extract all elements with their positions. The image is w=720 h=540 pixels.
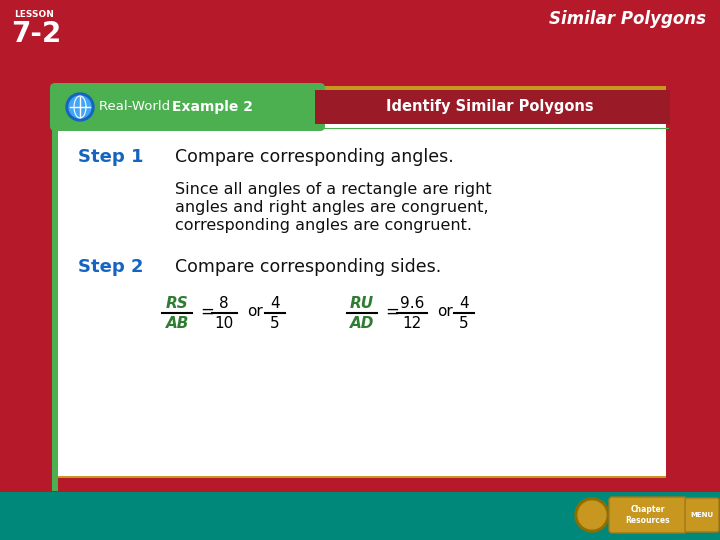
- Circle shape: [575, 498, 609, 532]
- Text: corresponding angles are congruent.: corresponding angles are congruent.: [175, 218, 472, 233]
- Text: AD: AD: [350, 316, 374, 331]
- Text: Compare corresponding sides.: Compare corresponding sides.: [175, 258, 441, 276]
- Text: Compare corresponding angles.: Compare corresponding angles.: [175, 148, 454, 166]
- Text: Identify Similar Polygons: Identify Similar Polygons: [386, 99, 594, 114]
- Bar: [52, 86, 58, 491]
- Circle shape: [66, 93, 94, 121]
- Text: 5: 5: [270, 316, 280, 331]
- FancyBboxPatch shape: [55, 98, 668, 476]
- Text: AB: AB: [166, 316, 189, 331]
- Text: 4: 4: [270, 296, 280, 311]
- Text: RS: RS: [166, 296, 189, 311]
- Text: =: =: [200, 303, 214, 321]
- Text: LESSON: LESSON: [14, 10, 54, 19]
- Text: Step 1: Step 1: [78, 148, 143, 166]
- Text: or: or: [247, 305, 263, 320]
- Bar: [666, 86, 672, 481]
- Text: 10: 10: [215, 316, 233, 331]
- Text: 5: 5: [459, 316, 469, 331]
- Text: MENU: MENU: [690, 512, 714, 518]
- FancyBboxPatch shape: [315, 90, 670, 124]
- Text: RU: RU: [350, 296, 374, 311]
- Text: Example 2: Example 2: [172, 100, 253, 114]
- Circle shape: [69, 96, 91, 118]
- FancyBboxPatch shape: [50, 83, 325, 131]
- Text: or: or: [437, 305, 453, 320]
- FancyBboxPatch shape: [685, 498, 719, 532]
- Text: 4: 4: [459, 296, 469, 311]
- Text: 12: 12: [402, 316, 422, 331]
- Text: 9.6: 9.6: [400, 296, 424, 311]
- Bar: [0, 0, 720, 88]
- Text: Step 2: Step 2: [78, 258, 143, 276]
- FancyBboxPatch shape: [52, 86, 672, 478]
- Text: 7-2: 7-2: [11, 20, 61, 48]
- Text: Since all angles of a rectangle are right: Since all angles of a rectangle are righ…: [175, 182, 492, 197]
- Text: Chapter
Resources: Chapter Resources: [626, 505, 670, 525]
- Text: =: =: [385, 303, 399, 321]
- Bar: [0, 492, 720, 540]
- Text: Similar Polygons: Similar Polygons: [549, 10, 706, 28]
- Circle shape: [578, 501, 606, 529]
- Text: 8: 8: [219, 296, 229, 311]
- FancyBboxPatch shape: [609, 497, 687, 533]
- Text: angles and right angles are congruent,: angles and right angles are congruent,: [175, 200, 489, 215]
- Text: Real-World: Real-World: [99, 100, 174, 113]
